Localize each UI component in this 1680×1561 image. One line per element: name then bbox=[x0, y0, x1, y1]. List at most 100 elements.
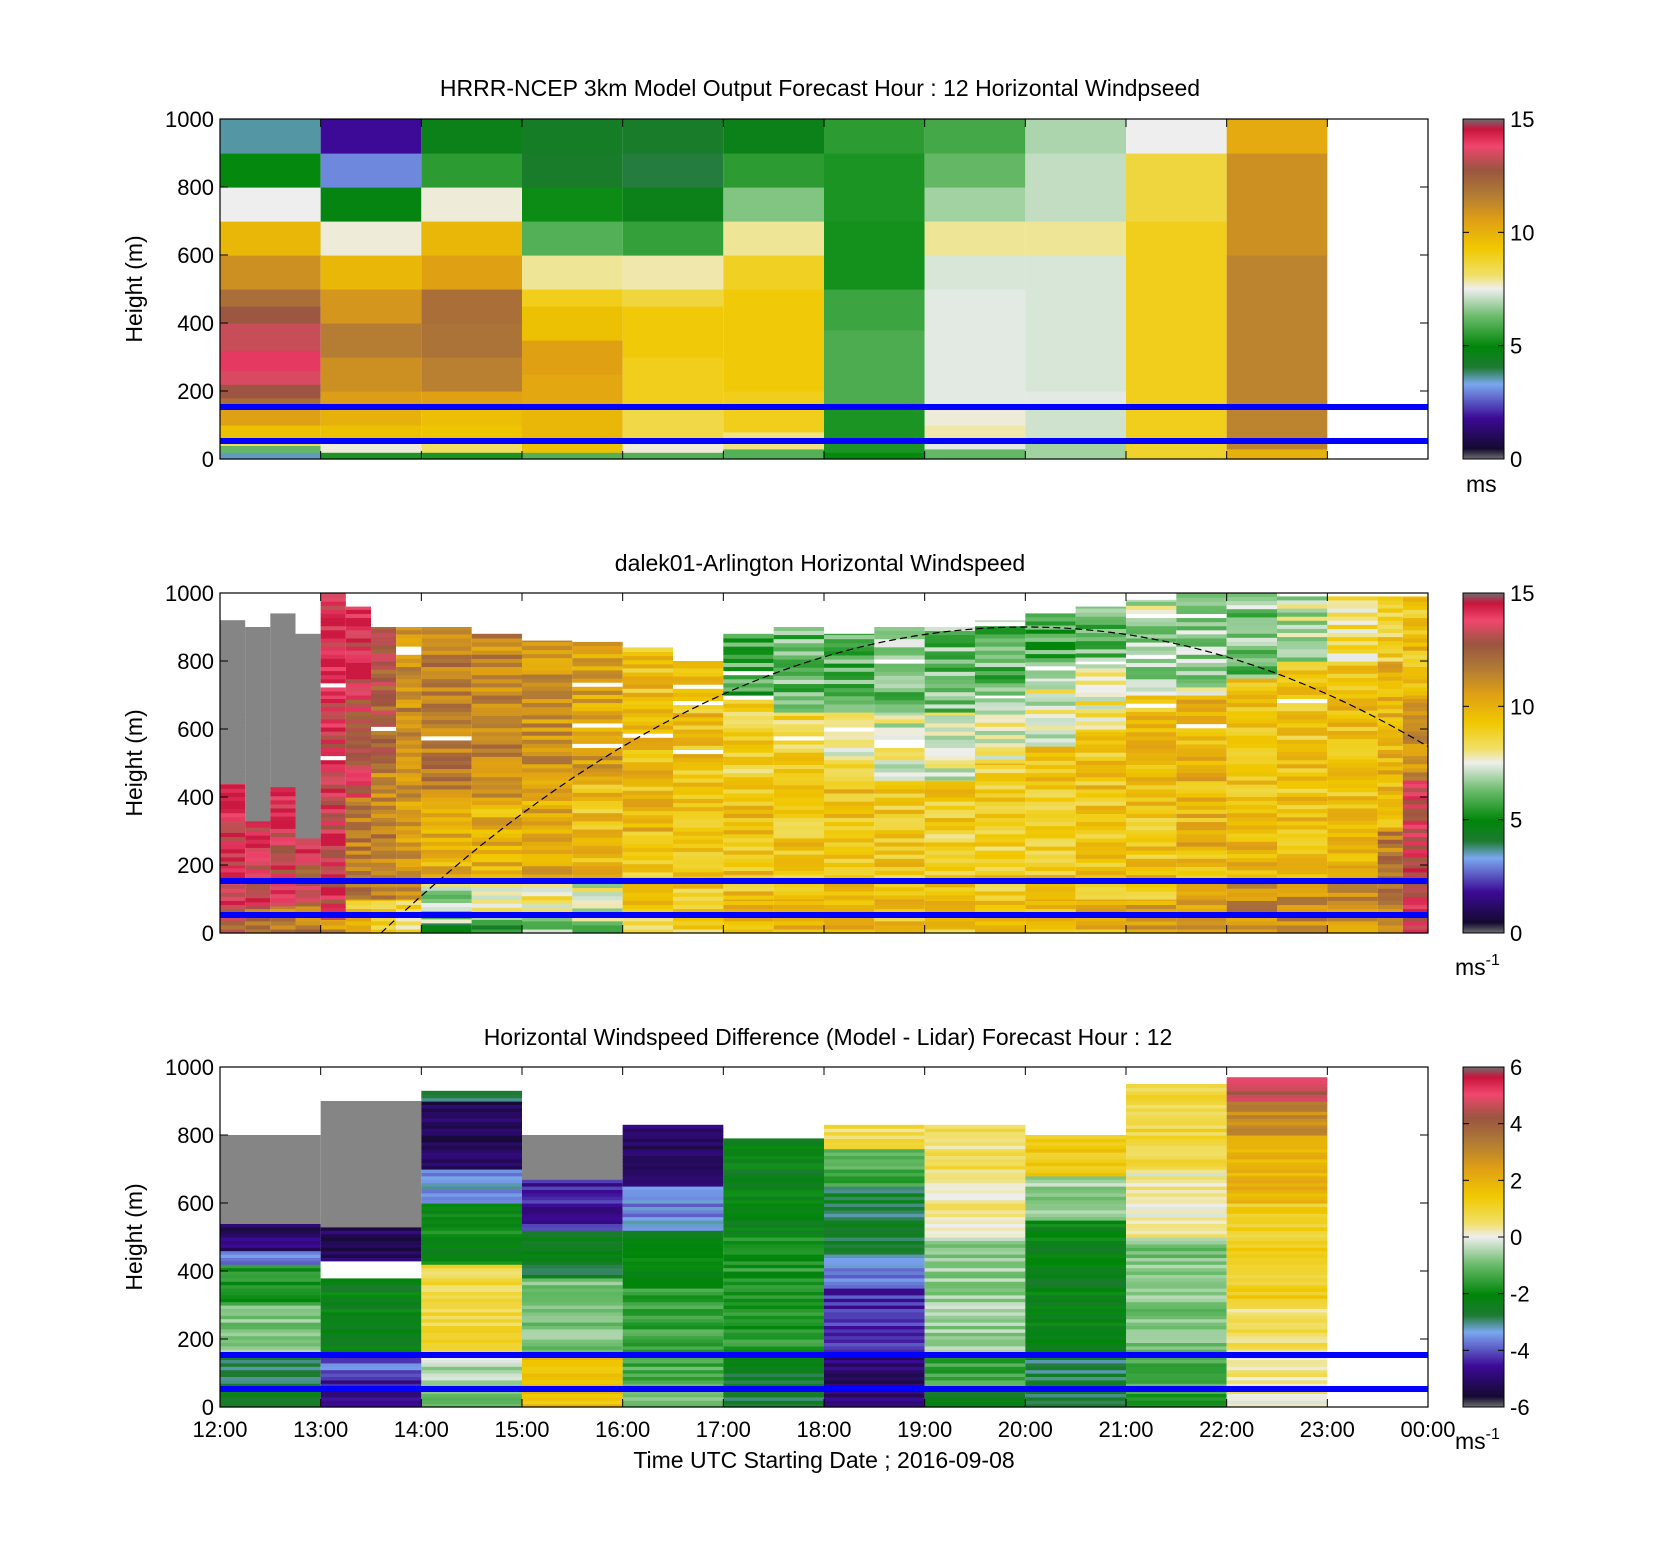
heatmap-cell bbox=[245, 775, 271, 781]
heatmap-cell bbox=[723, 221, 824, 256]
heatmap-cell bbox=[975, 780, 1026, 786]
heatmap-cell bbox=[1126, 805, 1177, 810]
heatmap-cell bbox=[723, 1148, 824, 1153]
heatmap-cell bbox=[1126, 1107, 1227, 1112]
heatmap-cell bbox=[270, 774, 296, 780]
heatmap-cell bbox=[1402, 633, 1428, 639]
colorbar-difference bbox=[1462, 1066, 1505, 1408]
heatmap-cell bbox=[421, 922, 472, 926]
heatmap-cell bbox=[723, 841, 774, 847]
heatmap-cell bbox=[295, 772, 321, 778]
heatmap-cell bbox=[1025, 717, 1076, 723]
heatmap-cell bbox=[1176, 916, 1227, 922]
heatmap-cell bbox=[773, 924, 824, 930]
heatmap-cell bbox=[924, 1155, 1026, 1160]
heatmap-cell bbox=[673, 916, 724, 922]
heatmap-cell bbox=[522, 767, 573, 773]
heatmap-cell bbox=[622, 839, 673, 844]
heatmap-cell bbox=[723, 723, 774, 729]
heatmap-cell bbox=[320, 633, 346, 639]
heatmap-cell bbox=[773, 862, 824, 867]
heatmap-cell bbox=[1126, 1114, 1227, 1119]
heatmap-cell bbox=[622, 680, 673, 685]
heatmap-cell bbox=[245, 706, 271, 712]
heatmap-cell bbox=[622, 753, 673, 759]
heatmap-cell bbox=[673, 700, 724, 706]
heatmap-cell bbox=[673, 765, 724, 771]
heatmap-cell bbox=[773, 813, 824, 818]
heatmap-cell bbox=[522, 1379, 623, 1384]
heatmap-cell bbox=[1377, 859, 1403, 865]
heatmap-cell bbox=[824, 890, 875, 896]
heatmap-cell bbox=[824, 289, 925, 331]
heatmap-cell bbox=[522, 1325, 623, 1330]
heatmap-cell bbox=[1226, 694, 1277, 699]
heatmap-cell bbox=[320, 1257, 422, 1262]
heatmap-cell bbox=[371, 628, 397, 634]
heatmap-cell bbox=[1377, 716, 1403, 722]
heatmap-cell bbox=[1377, 761, 1403, 767]
heatmap-cell bbox=[1126, 658, 1177, 663]
heatmap-cell bbox=[220, 812, 246, 818]
heatmap-cell bbox=[622, 794, 673, 799]
heatmap-cell bbox=[824, 1277, 925, 1282]
heatmap-cell bbox=[1126, 829, 1177, 835]
heatmap-cell bbox=[622, 798, 673, 804]
heatmap-cell bbox=[522, 1209, 623, 1214]
heatmap-cell bbox=[1176, 715, 1227, 721]
heatmap-cell bbox=[522, 1254, 623, 1258]
heatmap-cell bbox=[924, 1318, 1026, 1323]
heatmap-cell bbox=[1377, 675, 1403, 681]
heatmap-cell bbox=[245, 649, 271, 655]
heatmap-cell bbox=[824, 1288, 925, 1292]
heatmap-cell bbox=[522, 1274, 623, 1279]
heatmap-cell bbox=[396, 629, 422, 635]
heatmap-cell bbox=[396, 817, 422, 823]
heatmap-cell bbox=[1226, 1230, 1328, 1235]
heatmap-cell bbox=[421, 886, 472, 891]
heatmap-cell bbox=[1126, 625, 1177, 631]
heatmap-cell bbox=[371, 627, 397, 629]
heatmap-cell bbox=[1126, 617, 1177, 623]
heatmap-cell bbox=[1126, 1121, 1227, 1126]
heatmap-cell bbox=[320, 1240, 422, 1245]
heatmap-cell bbox=[723, 1271, 824, 1275]
heatmap-cell bbox=[522, 1339, 623, 1343]
heatmap-cell bbox=[421, 841, 472, 846]
heatmap-cell bbox=[723, 719, 774, 725]
heatmap-cell bbox=[1075, 841, 1126, 847]
heatmap-cell bbox=[1402, 900, 1428, 906]
heatmap-cell bbox=[295, 711, 321, 716]
heatmap-cell bbox=[1176, 890, 1227, 896]
heatmap-cell bbox=[1327, 848, 1378, 854]
heatmap-cell bbox=[396, 900, 422, 906]
heatmap-cell bbox=[723, 1189, 824, 1194]
heatmap-cell bbox=[975, 686, 1026, 692]
heatmap-cell bbox=[345, 886, 371, 892]
heatmap-cell bbox=[975, 734, 1026, 740]
heatmap-cell bbox=[874, 809, 925, 814]
heatmap-cell bbox=[975, 792, 1026, 798]
heatmap-cell bbox=[245, 796, 271, 801]
heatmap-cell bbox=[371, 772, 397, 778]
heatmap-cell bbox=[345, 678, 371, 684]
heatmap-cell bbox=[1327, 867, 1378, 873]
heatmap-cell bbox=[220, 860, 246, 866]
heatmap-cell bbox=[723, 646, 774, 651]
heatmap-cell bbox=[245, 820, 271, 824]
heatmap-cell bbox=[1126, 1274, 1227, 1279]
heatmap-cell bbox=[824, 663, 875, 668]
heatmap-cell bbox=[345, 695, 371, 700]
heatmap-cell bbox=[673, 867, 724, 873]
heatmap-cell bbox=[1025, 756, 1076, 761]
heatmap-cell bbox=[824, 1260, 925, 1265]
heatmap-cell bbox=[673, 741, 724, 746]
heatmap-cell bbox=[1226, 1308, 1328, 1313]
heatmap-cell bbox=[673, 733, 724, 738]
heatmap-cell bbox=[522, 1335, 623, 1340]
heatmap-cell bbox=[1226, 1111, 1328, 1116]
heatmap-cell bbox=[572, 645, 623, 651]
heatmap-cell bbox=[1126, 609, 1177, 614]
heatmap-cell bbox=[396, 908, 422, 914]
heatmap-cell bbox=[824, 691, 875, 697]
